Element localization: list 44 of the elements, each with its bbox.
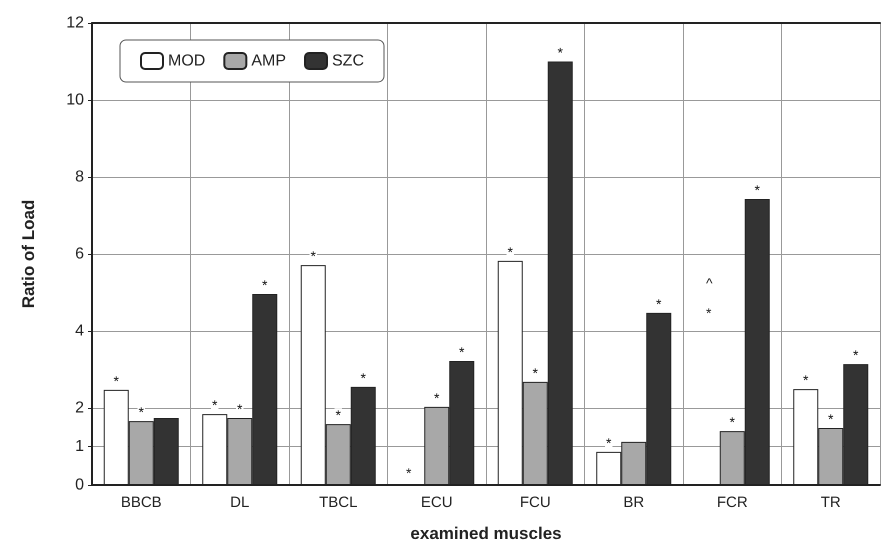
data-label: * [828,411,834,428]
x-tick-label: BR [623,494,644,511]
data-label: * [138,404,145,420]
legend-label: SZC [332,52,364,70]
data-label: * [262,277,268,294]
y-tick-label: 1 [75,438,84,455]
data-label: * [532,364,539,381]
data-label: * [803,372,810,388]
data-label: * [336,407,342,424]
x-tick-label: DL [230,494,250,511]
y-axis-title: Ratio of Load [19,200,38,308]
y-tick-label: 0 [75,476,84,494]
data-label: * [508,244,514,260]
y-tick-label: 6 [75,246,84,262]
data-label: * [114,372,120,389]
y-tick-label: 10 [66,92,84,108]
annotation: * [406,465,412,481]
data-label: * [606,434,612,451]
x-tick-label: FCR [716,494,748,511]
data-label: * [459,344,466,360]
y-tick-label: 2 [75,400,84,416]
data-label: * [853,347,860,364]
y-tick-label: 4 [75,322,84,340]
y-tick-label: 12 [66,14,84,32]
y-tick-label: 8 [75,168,84,186]
x-tick-label: TBCL [319,494,358,511]
annotation: * [706,305,712,321]
x-axis-title: examined muscles [410,524,562,543]
x-tick-label: BBCB [120,494,162,511]
annotation: ^ [706,275,713,291]
x-tick-label: ECU [420,494,453,511]
x-tick-label: FCU [520,494,551,511]
data-label: * [434,390,440,406]
data-label: * [212,397,218,414]
data-label: * [656,296,662,312]
x-tick-label: TR [820,494,841,511]
legend-label: AMP [251,52,286,70]
data-label: * [754,182,761,198]
legend-label: MOD [168,52,206,70]
data-label: * [360,370,367,386]
data-label: * [310,248,317,264]
data-label: * [558,44,564,60]
data-label: * [237,401,244,418]
data-label: * [730,414,736,430]
